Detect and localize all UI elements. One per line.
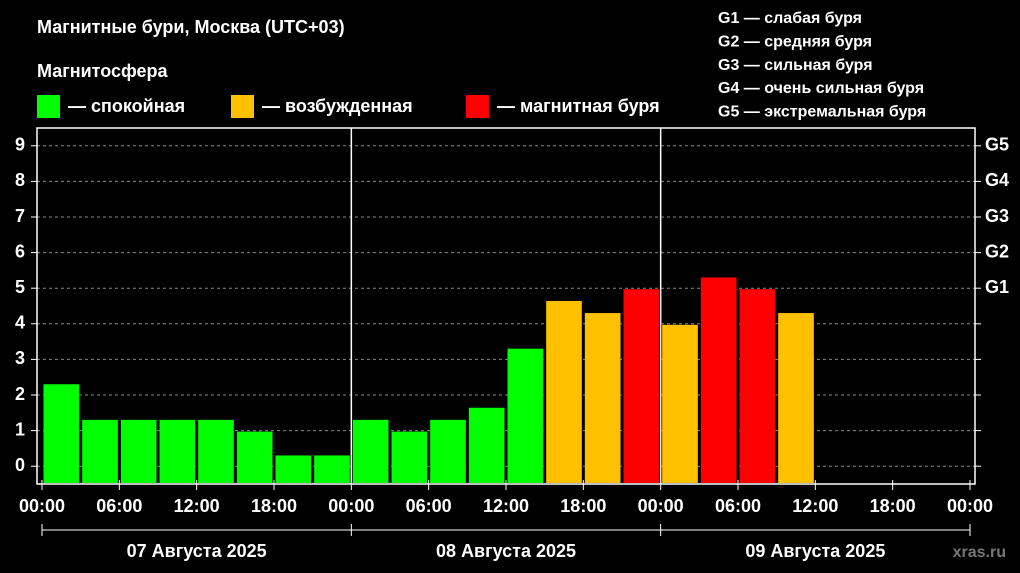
- g-legend-item: G1 — слабая буря: [718, 10, 862, 27]
- bar: [391, 431, 428, 483]
- legend-label: — магнитная буря: [497, 96, 660, 116]
- bar: [198, 419, 234, 483]
- x-tick-label: 00:00: [947, 496, 993, 516]
- legend-swatch: [231, 95, 254, 118]
- x-tick-label: 18:00: [251, 496, 297, 516]
- bar: [314, 455, 350, 483]
- bar: [352, 419, 389, 483]
- y-tick-label: 4: [15, 313, 25, 333]
- x-tick-label: 00:00: [328, 496, 374, 516]
- day-label: 09 Августа 2025: [745, 541, 885, 561]
- x-tick-label: 06:00: [406, 496, 452, 516]
- legend-swatch: [37, 95, 60, 118]
- legend-label: — спокойная: [68, 96, 185, 116]
- bar: [120, 419, 157, 483]
- bar: [507, 348, 544, 483]
- g-legend-item: G3 — сильная буря: [718, 57, 873, 74]
- watermark: xras.ru: [953, 544, 1006, 561]
- y2-tick-label: G4: [985, 170, 1009, 190]
- y-tick-label: 1: [15, 419, 25, 439]
- bar: [584, 313, 621, 483]
- y-tick-label: 3: [15, 348, 25, 368]
- bar: [546, 300, 582, 483]
- g-legend-item: G5 — экстремальная буря: [718, 103, 926, 120]
- bar: [43, 384, 80, 483]
- y2-tick-label: G2: [985, 241, 1009, 261]
- x-tick-label: 12:00: [483, 496, 529, 516]
- bar: [623, 289, 660, 483]
- x-tick-label: 06:00: [715, 496, 761, 516]
- y2-tick-label: G3: [985, 206, 1009, 226]
- legend-swatch: [466, 95, 489, 118]
- x-tick-label: 18:00: [560, 496, 606, 516]
- x-tick-label: 00:00: [638, 496, 684, 516]
- bar: [468, 407, 505, 483]
- bar: [662, 324, 698, 483]
- y-tick-label: 8: [15, 170, 25, 190]
- g-legend-item: G4 — очень сильная буря: [718, 80, 924, 97]
- y2-tick-label: G1: [985, 277, 1009, 297]
- x-tick-label: 12:00: [174, 496, 220, 516]
- y-tick-label: 0: [15, 455, 25, 475]
- bar: [82, 419, 118, 483]
- bar: [159, 419, 196, 483]
- g-legend-item: G2 — средняя буря: [718, 34, 872, 51]
- bar: [236, 431, 273, 483]
- bar: [700, 277, 737, 483]
- y-tick-label: 6: [15, 241, 25, 261]
- legend-label: — возбужденная: [262, 96, 413, 116]
- bar: [275, 455, 312, 483]
- x-tick-label: 00:00: [19, 496, 65, 516]
- day-label: 07 Августа 2025: [127, 541, 267, 561]
- y-tick-label: 9: [15, 135, 25, 155]
- day-label: 08 Августа 2025: [436, 541, 576, 561]
- y2-tick-label: G5: [985, 135, 1009, 155]
- bar: [739, 289, 776, 483]
- bar: [430, 419, 466, 483]
- y-tick-label: 5: [15, 277, 25, 297]
- x-tick-label: 12:00: [792, 496, 838, 516]
- y-tick-label: 7: [15, 206, 25, 226]
- legend-title: Магнитосфера: [37, 61, 169, 81]
- bar: [778, 313, 814, 483]
- x-tick-label: 06:00: [96, 496, 142, 516]
- x-tick-label: 18:00: [870, 496, 916, 516]
- chart-title: Магнитные бури, Москва (UTC+03): [37, 17, 345, 37]
- y-tick-label: 2: [15, 384, 25, 404]
